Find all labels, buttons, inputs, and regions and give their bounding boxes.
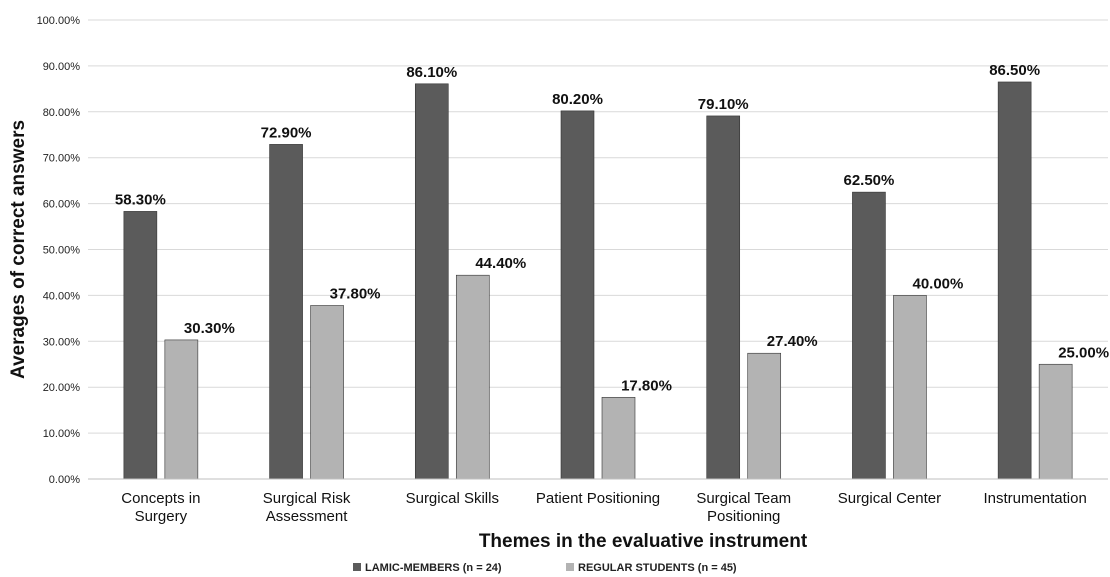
- y-tick-label: 50.00%: [43, 245, 81, 257]
- data-label: 37.80%: [330, 285, 381, 302]
- data-label: 44.40%: [475, 255, 526, 272]
- x-category-label: Surgical Center: [838, 490, 941, 507]
- x-category-line: Surgery: [135, 508, 188, 525]
- data-label: 72.90%: [261, 124, 312, 141]
- data-label: 58.30%: [115, 191, 166, 208]
- data-label: 86.50%: [989, 62, 1040, 79]
- y-tick-label: 30.00%: [43, 336, 81, 348]
- legend-swatch: [353, 563, 361, 571]
- data-labels: 58.30% 30.30% 72.90% 37.80% 86.10% 44.40% 80.2…: [115, 62, 1109, 394]
- gridlines: [88, 19, 1108, 480]
- y-tick-label: 60.00%: [43, 199, 81, 211]
- x-category-line: Surgical Center: [838, 490, 941, 507]
- bar-lamic-members: [706, 115, 741, 480]
- bar-regular-students: [747, 352, 782, 480]
- legend-label: REGULAR STUDENTS (n = 45): [578, 562, 737, 574]
- bar-lamic-members: [269, 144, 303, 480]
- bar-lamic-members: [414, 83, 449, 480]
- data-label: 62.50%: [843, 172, 894, 189]
- data-label: 79.10%: [698, 96, 749, 113]
- x-category-label: Surgical Skills: [406, 490, 499, 507]
- x-category-line: Assessment: [266, 508, 349, 525]
- bar-regular-students: [1038, 363, 1073, 480]
- legend: LAMIC-MEMBERS (n = 24) REGULAR STUDENTS (…: [353, 562, 737, 574]
- x-category-label: Surgical Risk Assessment: [263, 490, 351, 525]
- y-tick-label: 80.00%: [43, 107, 81, 119]
- legend-label: LAMIC-MEMBERS (n = 24): [365, 562, 502, 574]
- y-tick-label: 100.00%: [37, 15, 81, 27]
- x-category-line: Instrumentation: [983, 490, 1086, 507]
- x-category-line: Surgical Skills: [406, 490, 499, 507]
- y-tick-label: 70.00%: [43, 153, 81, 165]
- x-category-label: Concepts in Surgery: [121, 490, 200, 525]
- bar-regular-students: [893, 295, 927, 480]
- legend-swatch: [566, 563, 574, 571]
- y-tick-label: 0.00%: [49, 474, 80, 486]
- y-axis-ticks: 0.00% 10.00% 20.00% 30.00% 40.00% 50.00% 60.00…: [37, 15, 81, 486]
- bar-regular-students: [164, 339, 199, 480]
- y-tick-label: 10.00%: [43, 428, 81, 440]
- data-label: 30.30%: [184, 320, 235, 337]
- data-label: 80.20%: [552, 91, 603, 108]
- bars: [123, 81, 1073, 480]
- data-label: 40.00%: [912, 275, 963, 292]
- x-category-line: Surgical Risk: [263, 490, 351, 507]
- x-category-line: Positioning: [707, 508, 780, 525]
- bar-lamic-members: [997, 81, 1032, 480]
- data-label: 25.00%: [1058, 344, 1109, 361]
- x-category-line: Concepts in: [121, 490, 200, 507]
- x-category-label: Surgical Team Positioning: [696, 490, 791, 525]
- bar-lamic-members: [852, 191, 886, 480]
- x-axis-title: Themes in the evaluative instrument: [479, 531, 808, 552]
- bar-regular-students: [310, 305, 344, 480]
- data-label: 86.10%: [406, 64, 457, 81]
- bar-lamic-members: [123, 211, 158, 480]
- bar-regular-students: [601, 396, 636, 480]
- bar-regular-students: [455, 274, 490, 480]
- x-category-label: Patient Positioning: [536, 490, 660, 507]
- data-label: 27.40%: [767, 333, 818, 350]
- x-category-line: Surgical Team: [696, 490, 791, 507]
- y-axis-title: Averages of correct answers: [8, 120, 29, 379]
- data-label: 17.80%: [621, 377, 672, 394]
- y-tick-label: 20.00%: [43, 382, 81, 394]
- x-category-label: Instrumentation: [983, 490, 1086, 507]
- x-axis-categories: Concepts in Surgery Surgical Risk Assessmen…: [121, 490, 1087, 525]
- bar-lamic-members: [560, 110, 595, 480]
- y-tick-label: 40.00%: [43, 290, 81, 302]
- x-category-line: Patient Positioning: [536, 490, 660, 507]
- y-tick-label: 90.00%: [43, 61, 81, 73]
